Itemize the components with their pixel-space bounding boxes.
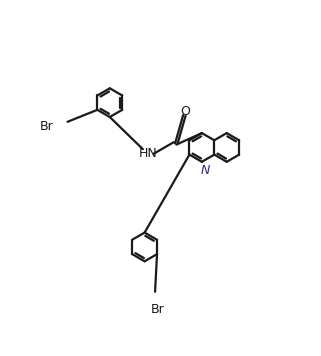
Text: N: N [201, 164, 210, 177]
Text: O: O [181, 105, 191, 118]
Text: HN: HN [139, 147, 158, 160]
Text: Br: Br [151, 303, 164, 316]
Text: Br: Br [40, 120, 54, 133]
